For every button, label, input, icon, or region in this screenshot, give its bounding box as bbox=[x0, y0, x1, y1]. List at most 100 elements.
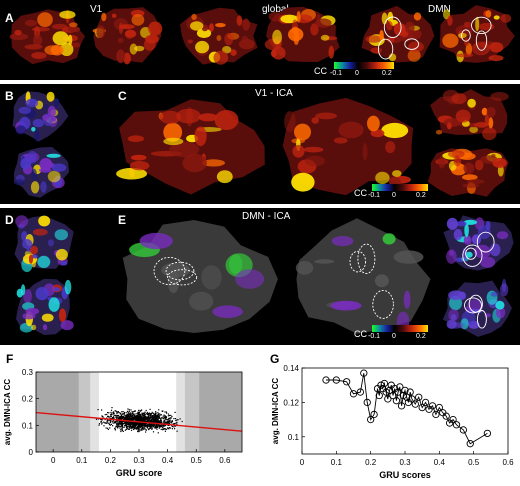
brain-map bbox=[427, 148, 509, 197]
activation-blob bbox=[22, 239, 33, 249]
scatter-point bbox=[150, 427, 152, 429]
scatter-point bbox=[128, 421, 130, 423]
activation-blob bbox=[24, 44, 43, 50]
scatter-point bbox=[120, 420, 122, 422]
scatter-point bbox=[139, 430, 141, 432]
scatter-point bbox=[138, 427, 140, 429]
scatter-point bbox=[149, 423, 151, 425]
scatter-point bbox=[163, 414, 165, 416]
scatter-point bbox=[121, 424, 123, 427]
scatter-point bbox=[117, 417, 119, 419]
scatter-point bbox=[121, 428, 123, 430]
scatter-point bbox=[145, 429, 147, 431]
scatter-point bbox=[130, 409, 132, 411]
scatter-point bbox=[112, 417, 115, 419]
scatter-point bbox=[156, 418, 158, 420]
activation-blob bbox=[438, 156, 446, 169]
activation-blob bbox=[381, 12, 388, 25]
scatter-point bbox=[138, 418, 140, 420]
brain-map bbox=[92, 7, 163, 65]
activation-blob bbox=[129, 161, 150, 171]
scatter-point bbox=[170, 421, 172, 423]
scatter-point bbox=[126, 414, 128, 416]
activation-blob bbox=[123, 52, 131, 65]
scatter-point bbox=[140, 415, 142, 418]
scatter-point bbox=[152, 420, 154, 422]
scatter-point bbox=[163, 422, 165, 424]
scatter-point bbox=[107, 419, 109, 421]
scatter-point bbox=[150, 418, 152, 420]
scatter-point bbox=[158, 413, 160, 415]
scatter-point bbox=[117, 427, 119, 429]
activation-blob bbox=[31, 52, 47, 59]
activation-blob bbox=[196, 28, 212, 38]
scatter-point bbox=[124, 429, 126, 431]
scatter-point bbox=[137, 423, 139, 426]
panel-bc: B C V1 - ICA CC -0.1 0 0.2 bbox=[0, 84, 520, 204]
scatter-point bbox=[155, 411, 157, 413]
scatter-point bbox=[138, 431, 140, 433]
activation-blob bbox=[38, 215, 51, 227]
data-point bbox=[406, 388, 414, 396]
scatter-point bbox=[112, 418, 114, 420]
scatter-point bbox=[119, 421, 121, 423]
activation-blob bbox=[453, 228, 463, 241]
scatter-point bbox=[120, 412, 122, 414]
scatter-point bbox=[145, 431, 147, 433]
scatter-point bbox=[110, 417, 112, 420]
scatter-point bbox=[170, 417, 172, 419]
scatter-point bbox=[164, 419, 166, 421]
data-point bbox=[442, 412, 450, 420]
activation-blob bbox=[408, 41, 424, 52]
activation-blob bbox=[55, 248, 68, 261]
activation-blob bbox=[292, 145, 305, 158]
scatter-point bbox=[121, 429, 123, 431]
scatter-point bbox=[107, 422, 109, 424]
scatter-point bbox=[149, 428, 151, 430]
activation-blob bbox=[370, 47, 382, 54]
x-tick-label: 0 bbox=[51, 456, 56, 465]
scatter-point bbox=[143, 415, 145, 417]
activation-blob bbox=[403, 290, 411, 309]
activation-blob bbox=[446, 217, 458, 230]
activation-blob bbox=[52, 31, 69, 46]
scatter-point bbox=[126, 421, 128, 423]
dmn-contour bbox=[404, 38, 420, 50]
scatter-point bbox=[127, 428, 129, 430]
activation-blob bbox=[242, 18, 250, 31]
scatter-point bbox=[136, 415, 138, 417]
panel-label-d: D bbox=[5, 213, 14, 227]
activation-blob bbox=[46, 91, 55, 102]
scatter-point bbox=[150, 413, 152, 415]
scatter-point bbox=[163, 424, 165, 426]
scatter-point bbox=[116, 421, 118, 423]
scatter-point bbox=[128, 424, 130, 426]
activation-blob bbox=[495, 306, 506, 319]
activation-blob bbox=[489, 42, 504, 53]
scatter-point bbox=[121, 418, 123, 420]
activation-blob bbox=[130, 154, 147, 161]
scatter-point bbox=[132, 426, 134, 428]
scatter-point bbox=[167, 422, 169, 424]
activation-blob bbox=[473, 122, 489, 128]
scatter-point bbox=[116, 418, 118, 420]
scatter-point bbox=[141, 420, 143, 422]
scatter-point bbox=[147, 420, 149, 422]
scatter-point bbox=[148, 423, 151, 426]
activation-blob bbox=[212, 305, 243, 318]
scatter-point bbox=[104, 419, 106, 421]
scatter-point bbox=[142, 427, 144, 429]
scatter-point bbox=[129, 421, 131, 423]
scatter-point bbox=[154, 421, 156, 423]
dmn-contour bbox=[476, 310, 487, 329]
colorbar-tick: 0.2 bbox=[416, 333, 426, 340]
scatter-point bbox=[128, 414, 130, 416]
scatter-point bbox=[134, 415, 136, 417]
scatter-point bbox=[121, 417, 123, 419]
x-tick-label: 0.1 bbox=[331, 458, 343, 467]
scatter-point bbox=[135, 428, 138, 430]
colorbar-c: CC -0.1 0 0.2 bbox=[330, 182, 430, 204]
activation-blob bbox=[463, 162, 475, 174]
data-point bbox=[401, 386, 409, 395]
activation-blob bbox=[47, 170, 61, 183]
